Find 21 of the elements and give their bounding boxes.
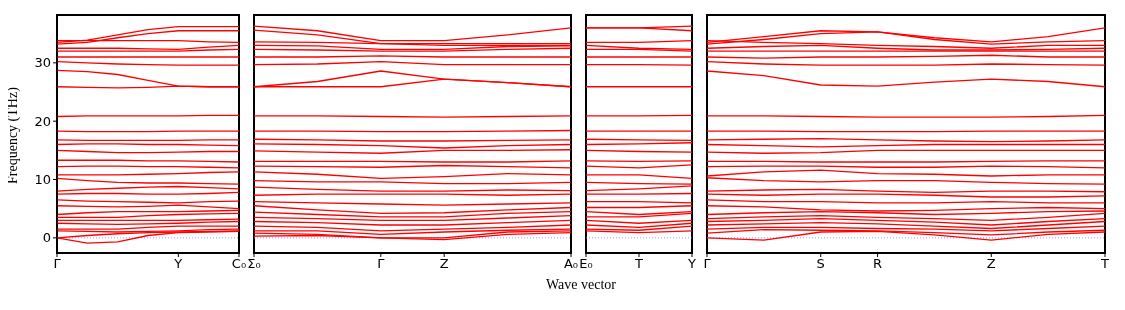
y-axis-title: Frequency (THz) [4, 86, 21, 184]
x-tick-label: Y [687, 256, 697, 272]
x-axis-title: Wave vector [545, 277, 617, 293]
x-tick-label: Γ [53, 256, 62, 272]
y-tick-label: 10 [34, 172, 51, 188]
y-tick-label: 20 [34, 113, 51, 129]
y-tick-label: 30 [34, 55, 51, 71]
x-tick-label: T [634, 256, 644, 272]
x-tick-label: Σ₀ [247, 256, 261, 272]
x-tick-label: T [1100, 256, 1110, 272]
x-tick-label: Y [173, 256, 183, 272]
x-tick-label: E₀ [579, 256, 593, 272]
x-tick-label: Z [439, 256, 449, 272]
x-tick-label: S [816, 256, 825, 272]
y-tick-label: 0 [42, 230, 51, 246]
x-tick-label: Z [986, 256, 996, 272]
x-tick-label: Γ [703, 256, 712, 272]
x-tick-label: C₀ [231, 256, 247, 272]
x-tick-label: Γ [377, 256, 386, 272]
x-tick-label: A₀ [563, 256, 579, 272]
x-tick-label: R [873, 256, 883, 272]
